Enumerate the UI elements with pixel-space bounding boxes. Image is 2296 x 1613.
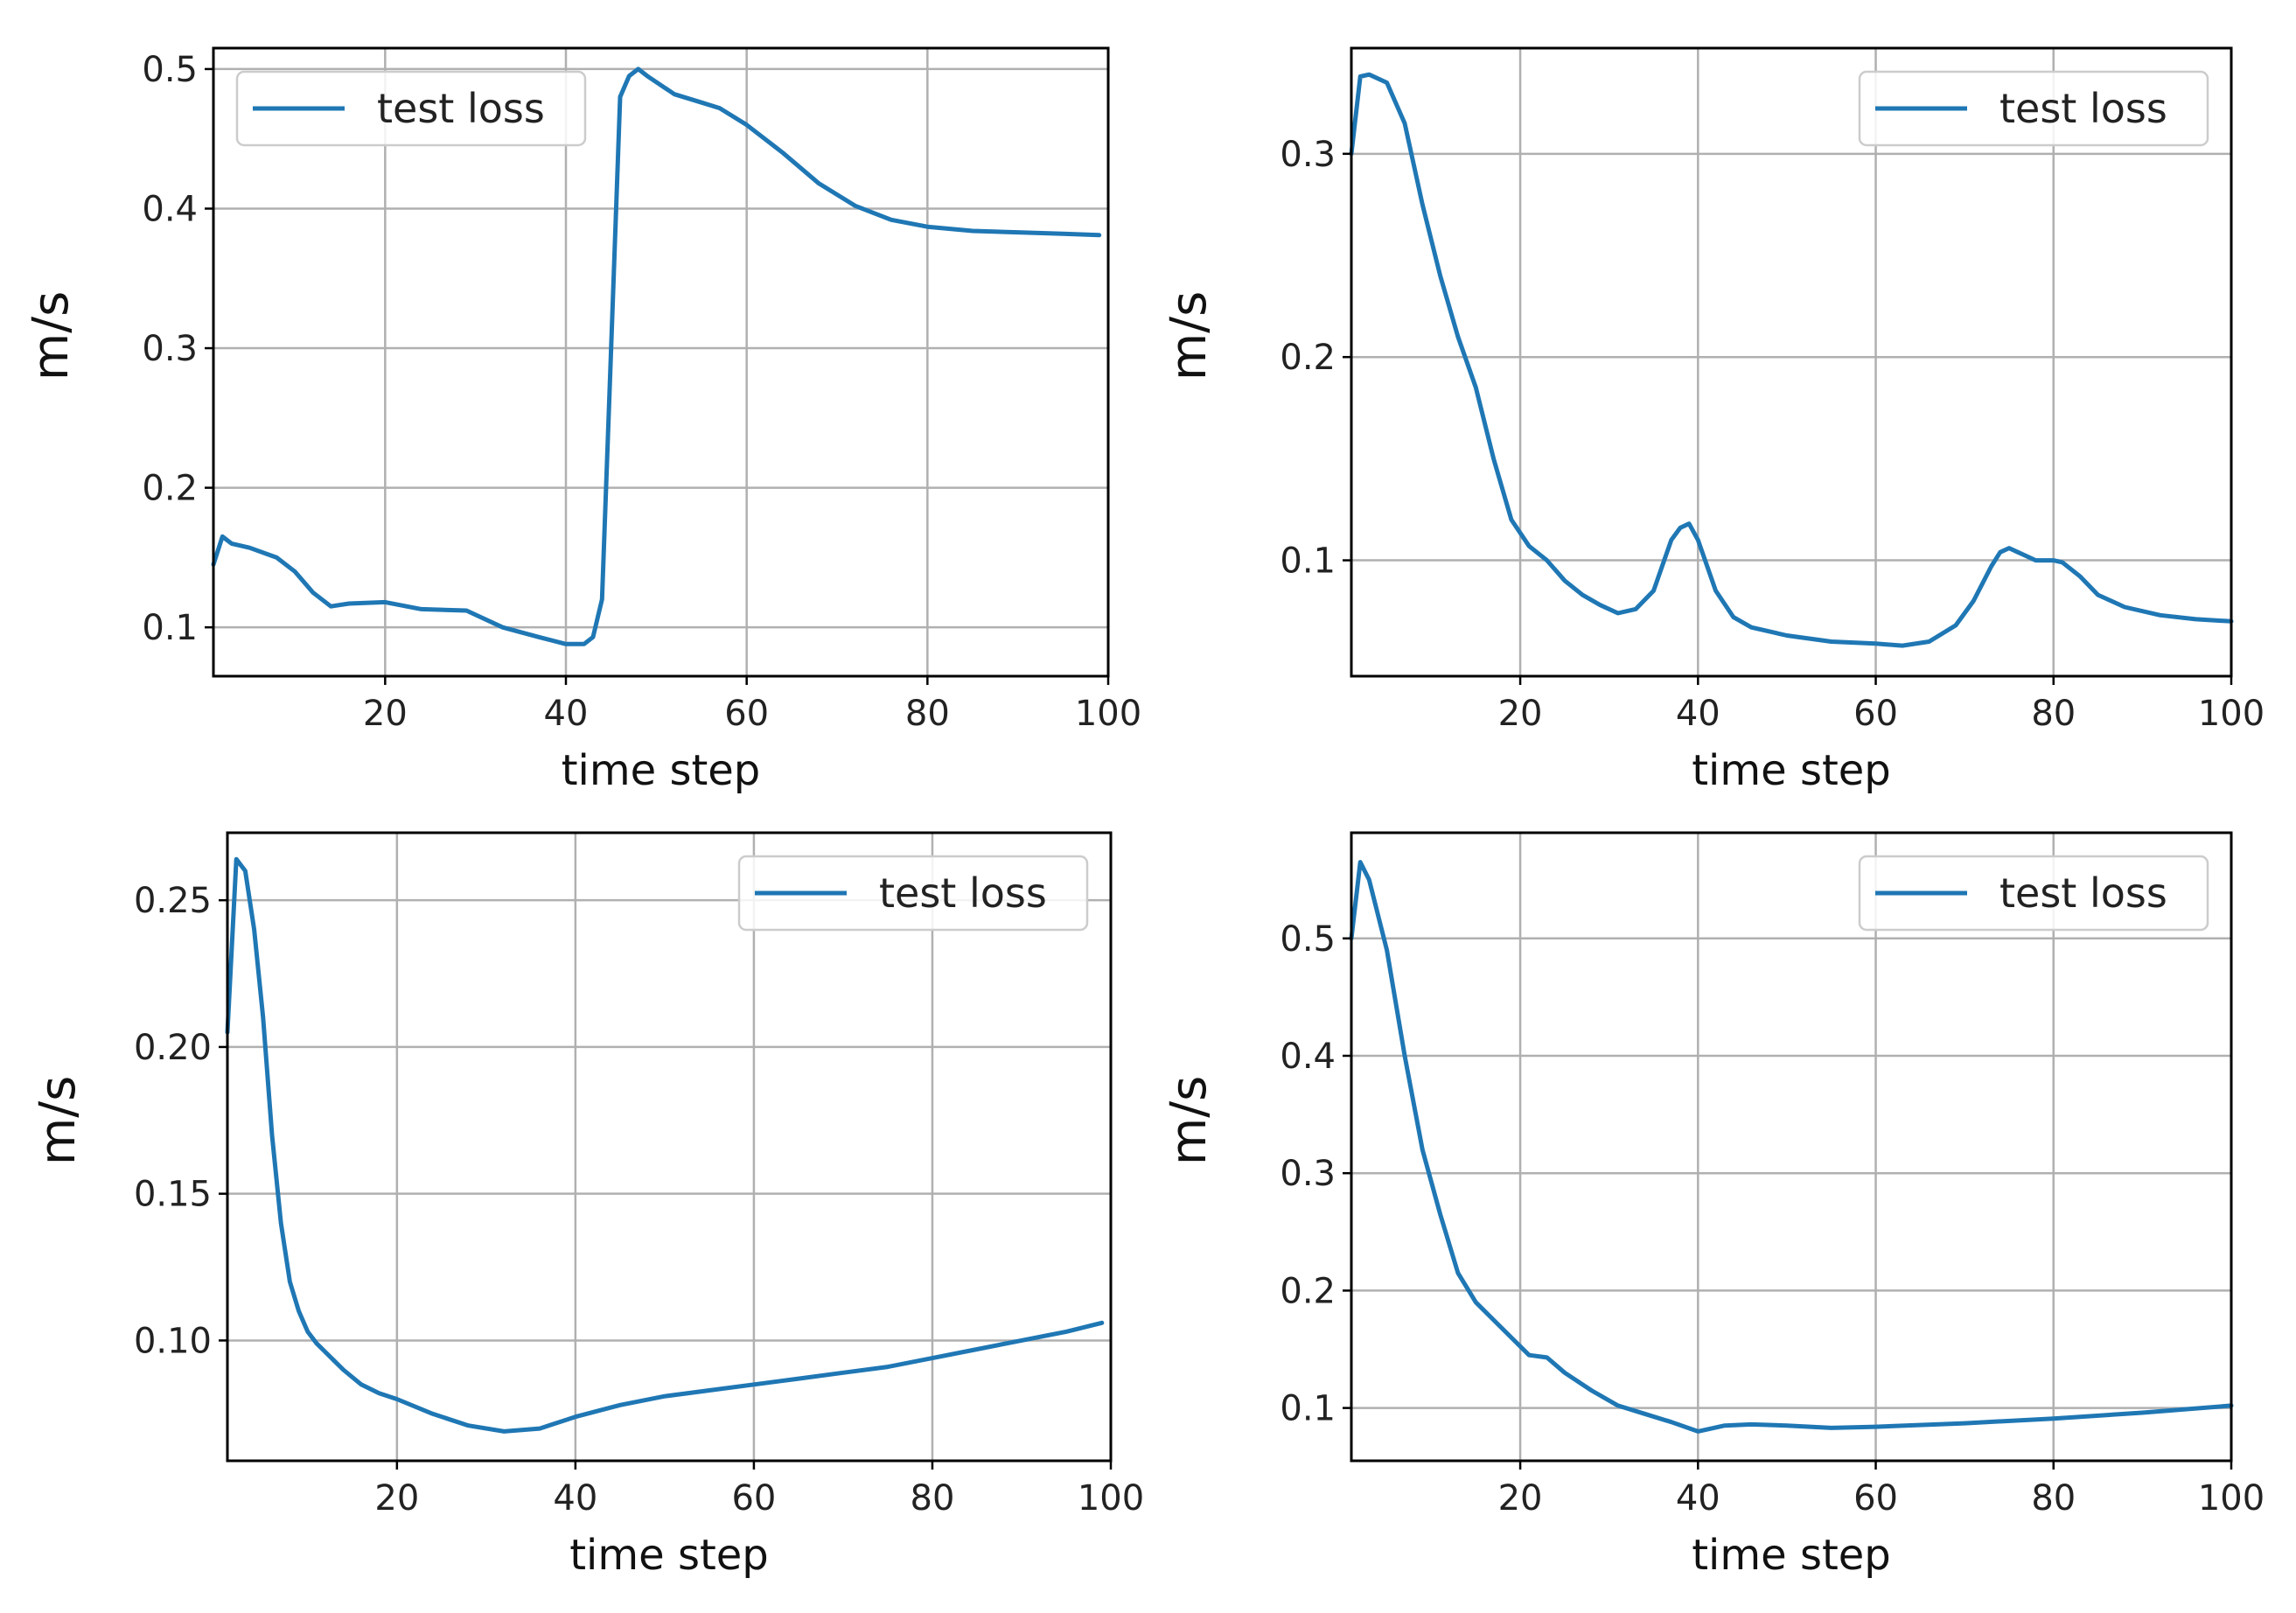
plot-frame bbox=[1350, 831, 2233, 1463]
x-axis-label: time step bbox=[562, 746, 761, 795]
y-tick-label: 0.1 bbox=[1280, 1389, 1336, 1429]
x-tick-label: 20 bbox=[1498, 1478, 1543, 1519]
legend: test loss bbox=[235, 70, 587, 147]
y-tick-label: 0.25 bbox=[134, 881, 212, 921]
y-tick-label: 0.5 bbox=[1280, 919, 1336, 960]
x-tick-label: 40 bbox=[1676, 1478, 1720, 1519]
y-axis-label: m/s bbox=[1161, 291, 1218, 381]
y-tick-label: 0.1 bbox=[1280, 541, 1336, 582]
x-tick-label: 40 bbox=[1676, 694, 1720, 734]
y-tick-label: 0.3 bbox=[142, 329, 198, 369]
series-line-test-loss bbox=[1349, 860, 2234, 1434]
series-line-test-loss bbox=[1349, 72, 2234, 648]
x-tick-label: 40 bbox=[553, 1478, 597, 1519]
x-tick-label: 80 bbox=[911, 1478, 955, 1519]
y-tick-label: 0.4 bbox=[142, 189, 198, 229]
x-tick-label: 20 bbox=[374, 1478, 419, 1519]
subplot-bottom-left: 20 40 60 80 100 0.10 0.15 0.20 0.25 time step m/s t… bbox=[30, 831, 1144, 1580]
legend-box bbox=[1858, 70, 2209, 147]
x-axis-label: time step bbox=[1692, 1531, 1891, 1580]
y-tick-label: 0.1 bbox=[142, 608, 198, 648]
x-tick-label: 60 bbox=[1853, 1478, 1898, 1519]
legend: test loss bbox=[1858, 855, 2209, 932]
x-tick-label: 100 bbox=[2198, 1478, 2265, 1519]
x-tick-label: 80 bbox=[905, 694, 950, 734]
legend-box bbox=[235, 70, 587, 147]
x-tick-label: 60 bbox=[1853, 694, 1898, 734]
y-tick-label: 0.20 bbox=[134, 1028, 212, 1068]
y-tick-label: 0.4 bbox=[1280, 1037, 1336, 1077]
legend: test loss bbox=[1858, 70, 2209, 147]
legend-label: test loss bbox=[1999, 869, 2167, 917]
y-tick-label: 0.2 bbox=[1280, 338, 1336, 378]
y-tick-label: 0.10 bbox=[134, 1321, 212, 1361]
series-line-test-loss bbox=[225, 856, 1105, 1434]
y-axis-label: m/s bbox=[1161, 1076, 1218, 1166]
y-tick-label: 0.2 bbox=[1280, 1271, 1336, 1311]
y-axis-label: m/s bbox=[23, 291, 80, 381]
y-tick-label: 0.3 bbox=[1280, 1154, 1336, 1194]
plot-frame bbox=[212, 46, 1110, 678]
x-tick-label: 20 bbox=[1498, 694, 1543, 734]
series-line-test-loss bbox=[211, 66, 1102, 646]
y-tick-label: 0.15 bbox=[134, 1175, 212, 1215]
x-axis-label: time step bbox=[1692, 746, 1891, 795]
subplot-bottom-right: 20 40 60 80 100 0.1 0.2 0.3 0.4 0.5 time step m/s te… bbox=[1161, 831, 2265, 1580]
x-tick-label: 40 bbox=[544, 694, 589, 734]
x-tick-label: 80 bbox=[2031, 1478, 2076, 1519]
x-axis-label: time step bbox=[569, 1531, 769, 1580]
y-tick-label: 0.3 bbox=[1280, 135, 1336, 175]
y-tick-label: 0.2 bbox=[142, 469, 198, 509]
x-tick-label: 80 bbox=[2031, 694, 2076, 734]
plot-frame bbox=[1350, 46, 2233, 678]
plot-frame bbox=[226, 831, 1113, 1463]
x-tick-label: 100 bbox=[1078, 1478, 1144, 1519]
x-tick-label: 20 bbox=[363, 694, 408, 734]
y-axis-label: m/s bbox=[30, 1076, 87, 1166]
x-tick-label: 60 bbox=[731, 1478, 776, 1519]
x-tick-label: 100 bbox=[2198, 694, 2265, 734]
legend: test loss bbox=[737, 855, 1089, 932]
legend-box bbox=[1858, 855, 2209, 932]
legend-label: test loss bbox=[879, 869, 1047, 917]
x-tick-label: 100 bbox=[1075, 694, 1141, 734]
legend-label: test loss bbox=[377, 85, 545, 132]
y-tick-label: 0.5 bbox=[142, 50, 198, 90]
legend-box bbox=[737, 855, 1089, 932]
subplot-top-right: 20 40 60 80 100 0.1 0.2 0.3 time step m/s test los… bbox=[1161, 46, 2265, 795]
legend-label: test loss bbox=[1999, 85, 2167, 132]
x-tick-label: 60 bbox=[724, 694, 769, 734]
subplot-top-left: 20 40 60 80 100 0.1 0.2 0.3 0.4 0.5 time step m/s te… bbox=[23, 46, 1141, 795]
